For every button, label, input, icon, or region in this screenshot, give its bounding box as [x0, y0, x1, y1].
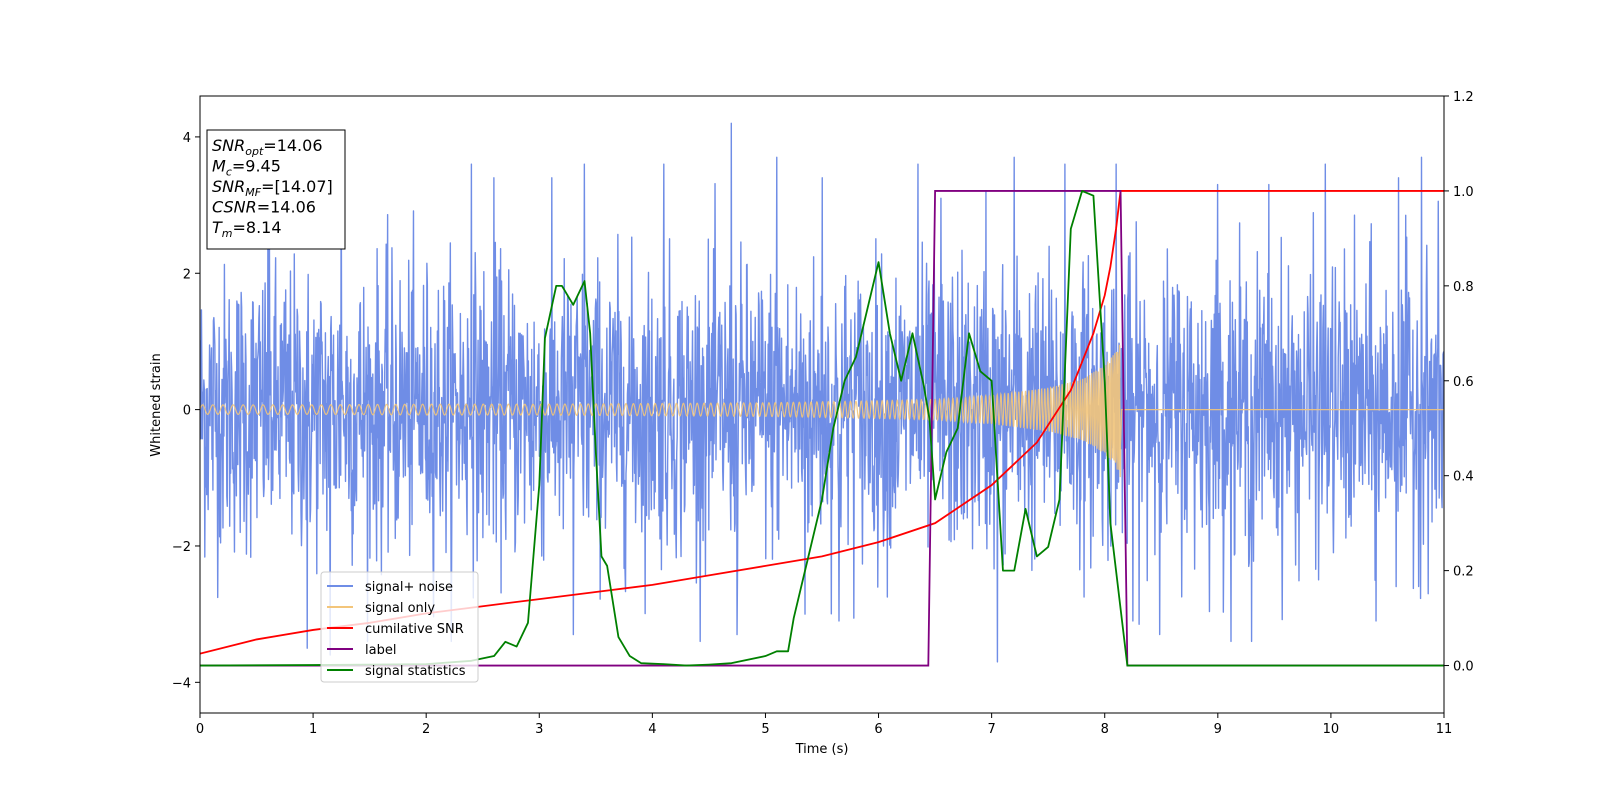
legend: signal+ noise signal only cumilative SNR la…	[320, 571, 479, 683]
x-tick-label: 9	[1214, 722, 1222, 737]
info-line: Mc=9.45	[212, 157, 281, 179]
info-value: =[14.07]	[261, 177, 333, 196]
y-right-tick-label: 0.8	[1453, 280, 1474, 295]
y-left-tick-label: −4	[172, 676, 191, 691]
info-box-frame	[206, 129, 346, 250]
legend-frame	[320, 571, 479, 683]
info-line: SNRopt=14.06	[212, 136, 323, 158]
info-symbol: SNR	[212, 136, 245, 155]
legend-label: signal only	[365, 601, 435, 616]
y-right-tick-label: 0.0	[1453, 660, 1474, 675]
x-tick-label: 8	[1101, 722, 1109, 737]
x-tick-label: 1	[309, 722, 317, 737]
legend-label: cumilative SNR	[365, 622, 464, 637]
x-tick-label: 11	[1436, 722, 1453, 737]
info-symbol: T	[212, 218, 223, 237]
y-left-tick-label: 0	[183, 404, 191, 419]
info-value: =8.14	[233, 218, 282, 237]
info-subscript: c	[226, 166, 232, 179]
y-axis-left: −4 −2 0 2 4	[172, 131, 200, 691]
info-line: SNRMF=[14.07]	[212, 177, 333, 199]
y-right-tick-label: 0.4	[1453, 470, 1474, 485]
info-box: SNRopt=14.06Mc=9.45SNRMF=[14.07]CSNR=14.…	[206, 129, 346, 250]
x-tick-label: 4	[648, 722, 656, 737]
y-left-tick-label: 4	[183, 131, 191, 146]
info-symbol: SNR	[212, 177, 245, 196]
plot-frame	[199, 95, 1445, 714]
info-subscript: MF	[245, 186, 261, 199]
info-value: =9.45	[232, 157, 281, 176]
signal-statistics-series	[200, 190, 1444, 667]
info-value: =14.06	[263, 136, 322, 155]
x-tick-label: 6	[874, 722, 882, 737]
x-tick-label: 7	[987, 722, 995, 737]
info-line: CSNR=14.06	[212, 198, 316, 217]
x-axis-label: Time (s)	[795, 742, 849, 757]
y-right-tick-label: 1.2	[1453, 90, 1474, 105]
info-subscript: opt	[245, 145, 264, 158]
info-symbol: CSNR	[212, 198, 257, 217]
x-tick-label: 3	[535, 722, 543, 737]
info-symbol: M	[212, 157, 226, 176]
legend-label: signal statistics	[365, 664, 466, 679]
x-tick-label: 2	[422, 722, 430, 737]
signal-only-series	[200, 344, 1444, 478]
signal-plus-noise-line	[200, 122, 1444, 663]
legend-label: label	[365, 643, 396, 658]
y-left-tick-label: −2	[172, 540, 191, 555]
info-value: =14.06	[257, 198, 316, 217]
signal-only-line	[200, 344, 1444, 478]
x-tick-label: 10	[1323, 722, 1340, 737]
legend-label: signal+ noise	[365, 580, 453, 595]
signal-plus-noise-series	[200, 122, 1444, 663]
y-right-tick-label: 0.6	[1453, 375, 1474, 390]
y-right-tick-label: 1.0	[1453, 185, 1474, 200]
y-axis-label: Whitened strain	[149, 353, 164, 456]
y-right-tick-label: 0.2	[1453, 565, 1474, 580]
x-axis: 0 1 2 3 4 5 6 7 8 9 10 11	[196, 713, 1452, 737]
info-subscript: m	[222, 227, 233, 240]
info-line: Tm=8.14	[212, 218, 282, 240]
x-tick-label: 5	[761, 722, 769, 737]
y-axis-right: 0.0 0.2 0.4 0.6 0.8 1.0 1.2	[1444, 90, 1474, 675]
x-tick-label: 0	[196, 722, 204, 737]
y-left-tick-label: 2	[183, 267, 191, 282]
signal-statistics-line	[200, 190, 1444, 667]
